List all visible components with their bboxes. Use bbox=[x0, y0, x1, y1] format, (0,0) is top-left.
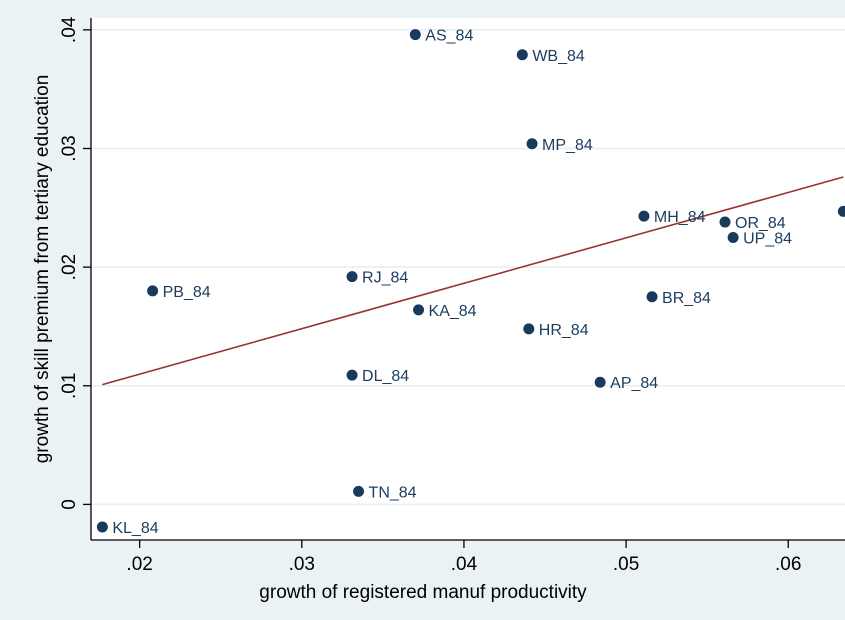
data-point bbox=[147, 285, 159, 297]
data-point bbox=[353, 485, 365, 497]
data-point bbox=[719, 216, 731, 228]
data-point-label: DL_84 bbox=[362, 368, 409, 385]
data-point bbox=[346, 271, 358, 283]
data-point bbox=[646, 291, 658, 303]
data-point bbox=[523, 323, 535, 335]
y-tick-label: .04 bbox=[59, 16, 80, 43]
x-tick-label: .06 bbox=[775, 554, 801, 575]
gridlines bbox=[91, 29, 845, 506]
data-point-label: RJ_84 bbox=[362, 270, 408, 287]
x-axis-title: growth of registered manuf productivity bbox=[259, 582, 587, 603]
data-point-label: WB_84 bbox=[532, 48, 585, 65]
data-point-label: MH_84 bbox=[654, 209, 706, 226]
data-point-label: OR_84 bbox=[735, 215, 786, 232]
y-tick-label: .03 bbox=[59, 135, 80, 161]
data-point-label: UP_84 bbox=[743, 230, 792, 247]
data-point-label: TN_84 bbox=[369, 484, 417, 501]
fit-line bbox=[102, 176, 844, 386]
data-point-label: BR_84 bbox=[662, 290, 711, 307]
data-point bbox=[516, 49, 528, 61]
data-point bbox=[837, 205, 845, 217]
data-point-label: HR_84 bbox=[539, 322, 589, 339]
data-point bbox=[413, 304, 425, 316]
data-point-label: MP_84 bbox=[542, 137, 593, 154]
x-tick-label: .03 bbox=[289, 554, 315, 575]
y-tick-label: .02 bbox=[59, 254, 80, 280]
data-points: AS_84WB_84MP_84MH_84OR_84GUP_84PB_84RJ_8… bbox=[96, 28, 845, 537]
data-point-label: KL_84 bbox=[112, 520, 158, 537]
plot-area bbox=[91, 18, 845, 540]
x-tick-label: .05 bbox=[613, 554, 639, 575]
data-point-label: KA_84 bbox=[429, 303, 477, 320]
data-point-label: AS_84 bbox=[425, 28, 473, 45]
data-point bbox=[346, 369, 358, 381]
axis-ticks: 0 .01 .02 .03 .04 .02 .03 .04 .05 .06 bbox=[59, 16, 801, 575]
data-point bbox=[409, 29, 421, 41]
data-point bbox=[594, 376, 606, 388]
data-point bbox=[526, 138, 538, 150]
data-point bbox=[638, 210, 650, 222]
data-point-label: AP_84 bbox=[610, 375, 658, 392]
y-tick-label: .01 bbox=[59, 373, 80, 399]
data-point bbox=[96, 521, 108, 533]
data-point bbox=[727, 231, 739, 243]
data-point-label: PB_84 bbox=[163, 284, 211, 301]
x-tick-label: .04 bbox=[451, 554, 478, 575]
x-tick-label: .02 bbox=[126, 554, 152, 575]
y-tick-label: 0 bbox=[59, 499, 80, 510]
y-axis-title: growth of skill premium from tertiary ed… bbox=[32, 75, 53, 464]
